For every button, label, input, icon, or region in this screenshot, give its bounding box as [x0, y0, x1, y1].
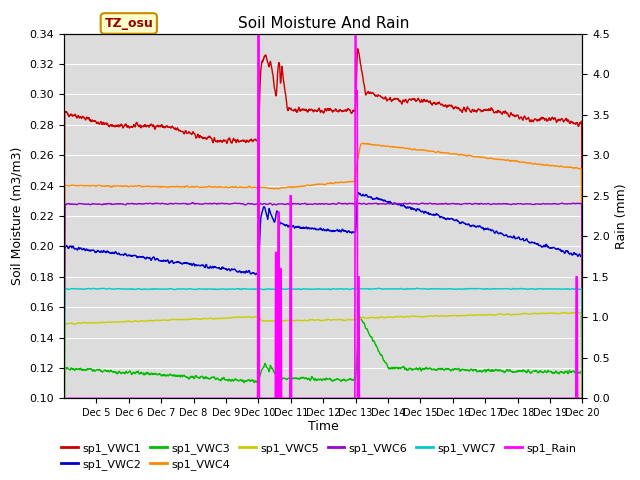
X-axis label: Time: Time — [308, 420, 339, 432]
Legend: sp1_VWC1, sp1_VWC2, sp1_VWC3, sp1_VWC4, sp1_VWC5, sp1_VWC6, sp1_VWC7, sp1_Rain: sp1_VWC1, sp1_VWC2, sp1_VWC3, sp1_VWC4, … — [57, 438, 581, 474]
Title: Soil Moisture And Rain: Soil Moisture And Rain — [237, 16, 409, 31]
Y-axis label: Rain (mm): Rain (mm) — [616, 183, 628, 249]
Text: TZ_osu: TZ_osu — [104, 17, 153, 30]
Y-axis label: Soil Moisture (m3/m3): Soil Moisture (m3/m3) — [11, 147, 24, 285]
